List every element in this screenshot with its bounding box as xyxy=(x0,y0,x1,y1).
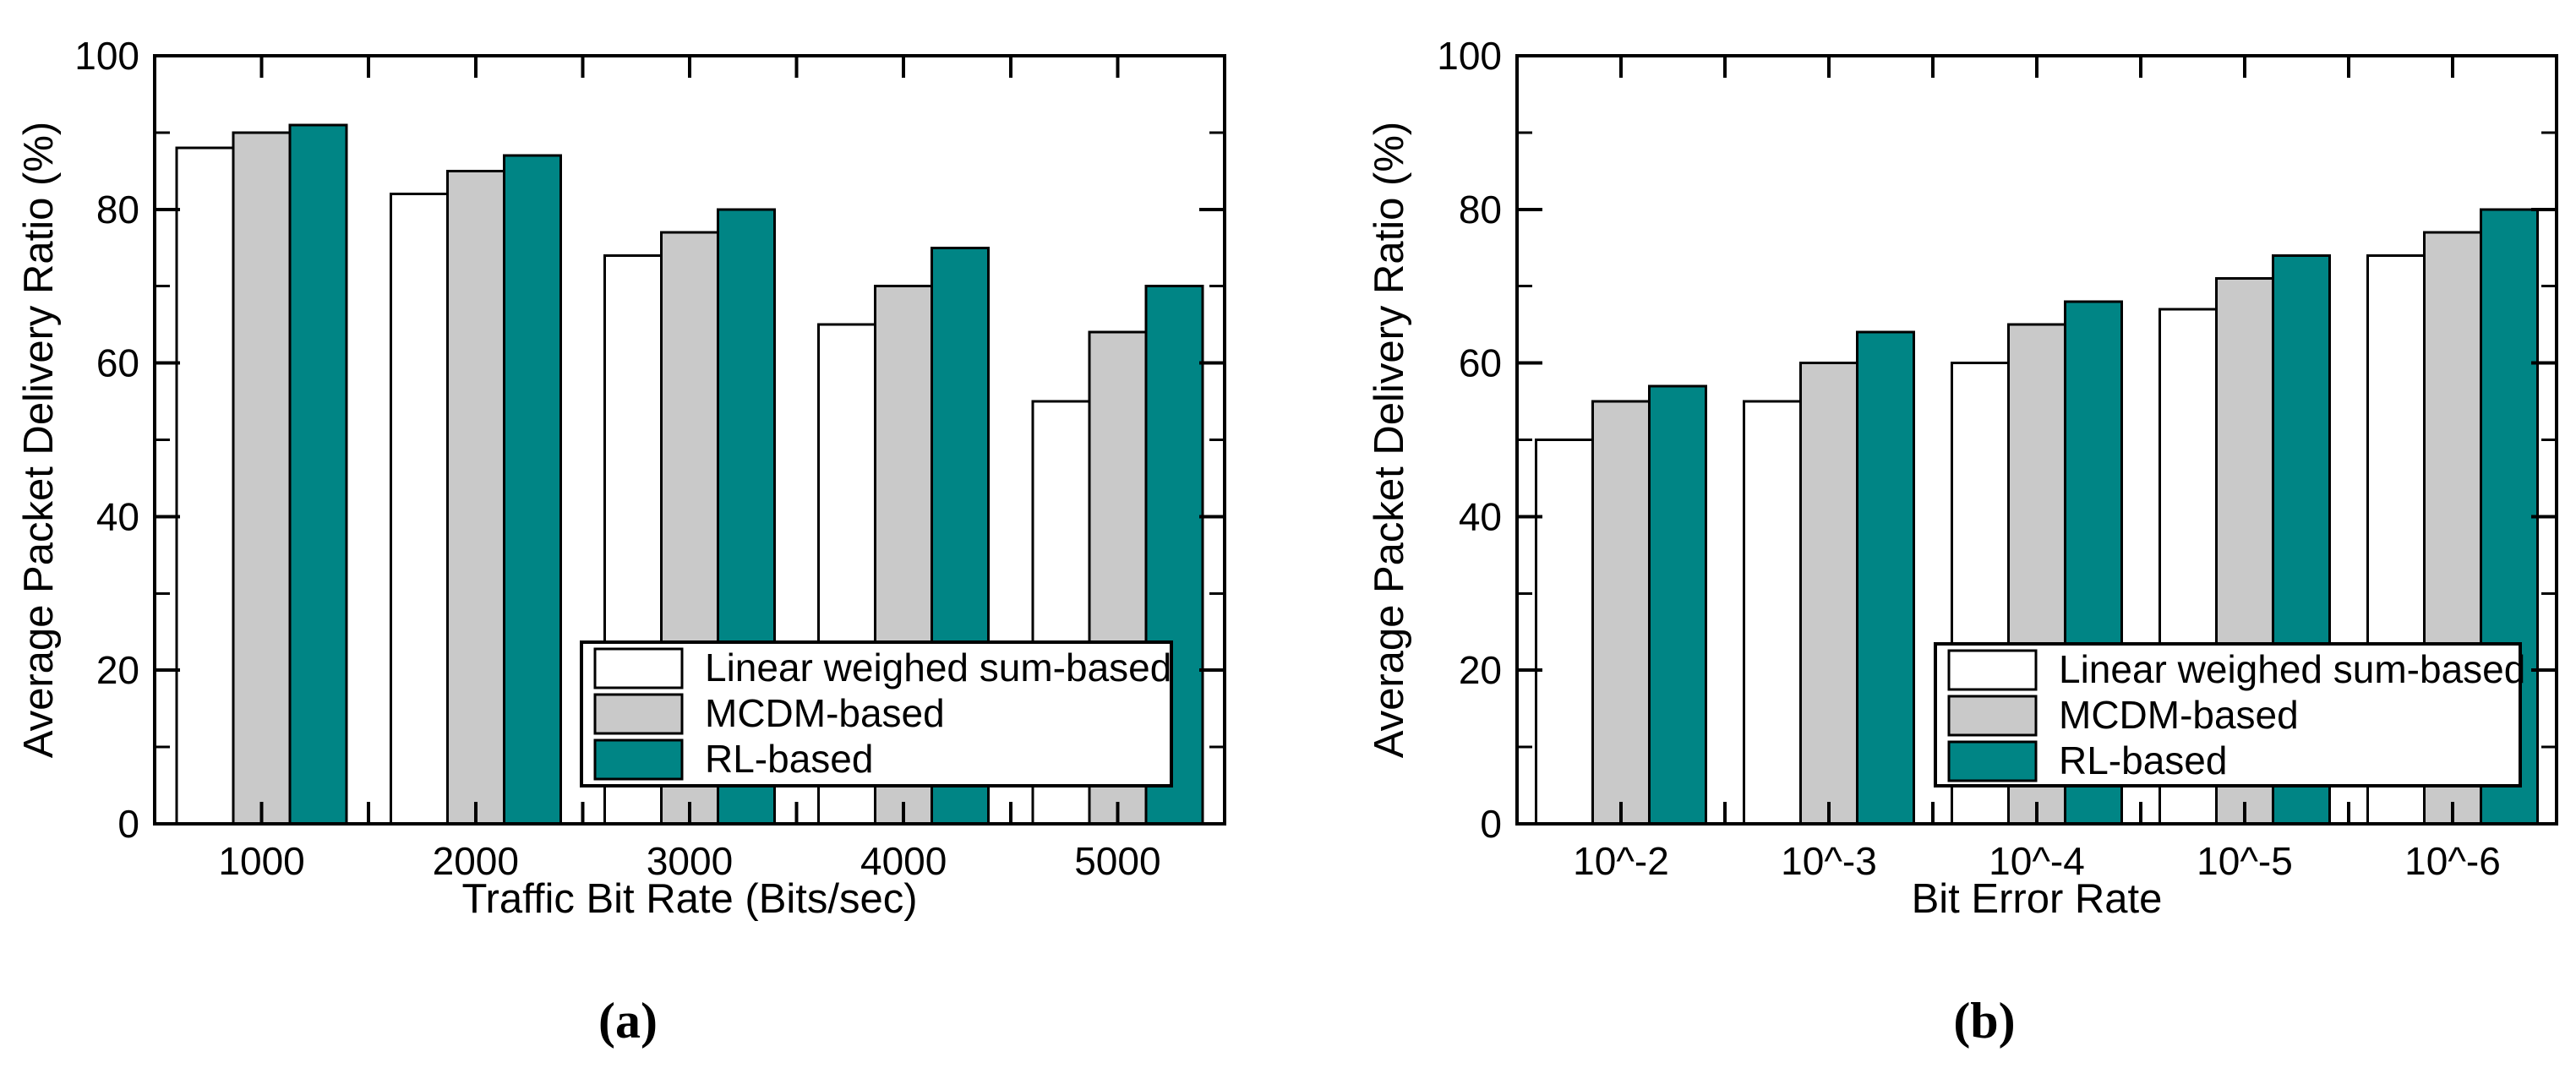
x-axis-title: Traffic Bit Rate (Bits/sec) xyxy=(461,876,917,922)
bar-rl-based-10-3 xyxy=(1856,330,1915,826)
subfigure-caption: (a) xyxy=(598,993,658,1049)
x-tick-label: 3000 xyxy=(647,839,733,883)
y-axis-title: Average Packet Delivery Ratio (%) xyxy=(16,122,62,758)
y-tick-label: 60 xyxy=(96,341,139,385)
x-tick-label: 10^-6 xyxy=(2404,839,2501,883)
y-tick-label: 40 xyxy=(1459,494,1502,538)
legend-swatch xyxy=(593,693,684,735)
x-axis-title: Bit Error Rate xyxy=(1912,876,2163,922)
y-tick-label: 80 xyxy=(1459,188,1502,232)
y-tick-label: 60 xyxy=(1459,341,1502,385)
bar-rl-based-2000 xyxy=(502,154,562,826)
bar-linear-weighed-sum-based-10-3 xyxy=(1743,400,1802,826)
x-tick-label: 10^-4 xyxy=(1989,839,2085,883)
subfigure-caption: (b) xyxy=(1953,993,2015,1049)
y-tick-label: 40 xyxy=(96,494,139,538)
x-tick-label: 10^-2 xyxy=(1573,839,1669,883)
y-tick-label: 0 xyxy=(117,802,139,846)
bar-mcdm-based-10-3 xyxy=(1799,362,1858,826)
legend-swatch xyxy=(1947,740,2038,782)
bar-mcdm-based-2000 xyxy=(445,169,505,826)
legend-label: Linear weighed sum-based xyxy=(2059,647,2525,691)
y-tick-label: 20 xyxy=(1459,648,1502,692)
legend-swatch xyxy=(593,738,684,781)
x-tick-label: 10^-5 xyxy=(2197,839,2293,883)
y-tick-label: 80 xyxy=(96,188,139,232)
legend-swatch xyxy=(1947,695,2038,737)
bar-mcdm-based-10-2 xyxy=(1591,400,1651,826)
x-tick-label: 5000 xyxy=(1074,839,1160,883)
bar-rl-based-1000 xyxy=(288,123,348,826)
bar-mcdm-based-1000 xyxy=(232,131,292,826)
bar-linear-weighed-sum-based-2000 xyxy=(389,193,449,826)
y-tick-label: 100 xyxy=(74,34,139,78)
x-tick-label: 10^-3 xyxy=(1781,839,1877,883)
y-tick-label: 100 xyxy=(1437,34,1502,78)
legend-label: MCDM-based xyxy=(705,691,945,735)
x-tick-label: 1000 xyxy=(218,839,304,883)
y-tick-label: 20 xyxy=(96,648,139,692)
y-axis-title: Average Packet Delivery Ratio (%) xyxy=(1367,122,1412,758)
legend-label: RL-based xyxy=(2059,738,2227,782)
x-tick-label: 2000 xyxy=(433,839,519,883)
legend-label: MCDM-based xyxy=(2059,693,2299,737)
bar-linear-weighed-sum-based-1000 xyxy=(175,146,235,826)
x-tick-label: 4000 xyxy=(860,839,947,883)
bar-linear-weighed-sum-based-10-2 xyxy=(1535,439,1594,826)
legend-label: Linear weighed sum-based xyxy=(705,646,1171,689)
legend-swatch xyxy=(1947,649,2038,691)
legend-swatch xyxy=(593,647,684,689)
bar-rl-based-10-2 xyxy=(1648,384,1707,826)
y-tick-label: 0 xyxy=(1480,802,1502,846)
legend-label: RL-based xyxy=(705,737,873,781)
